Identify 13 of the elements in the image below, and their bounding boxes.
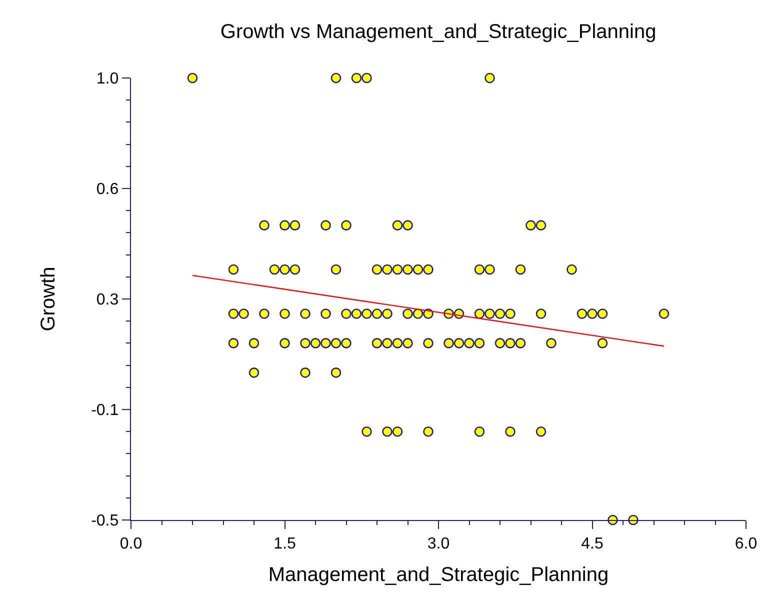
- x-tick-label: 4.5: [581, 535, 604, 552]
- chart-title: Growth vs Management_and_Strategic_Planning: [220, 20, 656, 43]
- y-tick-label: 1.0: [96, 70, 119, 88]
- y-tick-label: -0.5: [91, 512, 119, 530]
- x-tick-label: 0.0: [120, 535, 142, 552]
- x-tick-label: 3.0: [427, 535, 450, 552]
- y-tick-label: -0.1: [91, 402, 119, 420]
- y-tick-label: 0.6: [96, 181, 119, 198]
- x-tick-label: 6.0: [734, 535, 758, 552]
- y-axis-title: Growth: [38, 266, 60, 332]
- x-axis-title: Management_and_Strategic_Planning: [268, 564, 609, 586]
- y-tick-label: 0.3: [96, 292, 119, 309]
- x-tick-label: 1.5: [274, 535, 296, 552]
